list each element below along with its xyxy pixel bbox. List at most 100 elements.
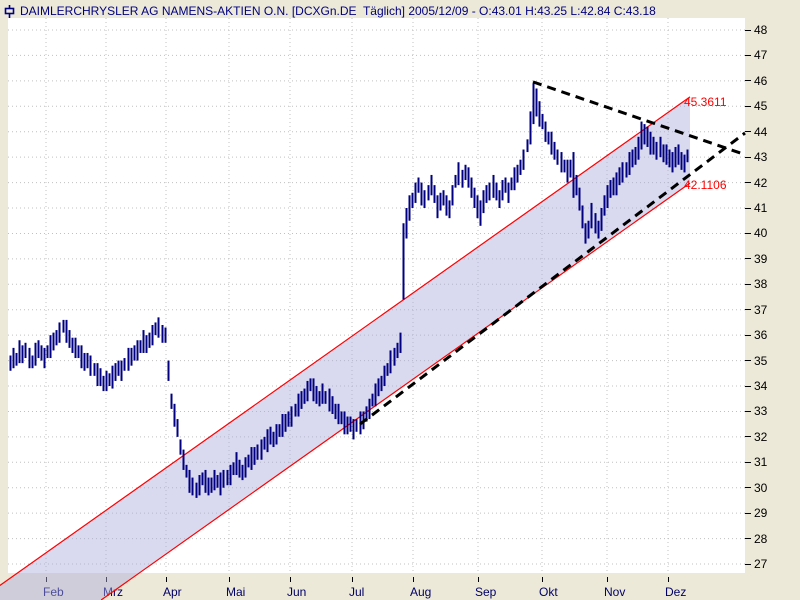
y-tick-mark [745,80,751,82]
y-tick-label: 35 [754,353,768,368]
y-axis-tick: 33 [745,404,800,418]
y-tick-label: 27 [754,557,768,572]
x-axis-tick-apr: Apr [163,577,185,600]
y-axis-tick: 48 [745,23,800,37]
y-tick-mark [745,283,751,285]
y-tick-mark [745,258,751,260]
month-label: Okt [539,585,558,599]
channel-upper-value-label: 45.3611 [684,95,727,109]
y-axis-tick: 31 [745,455,800,469]
x-tick-mark [607,577,608,582]
y-tick-mark [745,54,751,56]
y-tick-mark [745,538,751,540]
y-tick-mark [745,360,751,362]
y-tick-label: 48 [754,23,768,37]
x-tick-mark [106,577,107,582]
x-axis-tick-sep: Sep [475,577,499,600]
title-bar: DAIMLERCHRYSLER AG NAMENS-AKTIEN O.N. [D… [4,3,656,19]
y-tick-mark [745,436,751,438]
y-tick-mark [745,309,751,311]
y-axis-tick: 29 [745,506,800,520]
x-tick-mark [290,577,291,582]
y-axis-tick: 36 [745,328,800,342]
y-tick-mark [745,563,751,565]
channel-lower-value-label: 42.1106 [684,178,727,192]
y-tick-mark [745,105,751,107]
y-tick-label: 47 [754,48,768,63]
descending-resistance-trendline [532,80,746,157]
x-tick-mark [413,577,414,582]
regression-channel-fill [0,96,690,600]
y-tick-mark [745,232,751,234]
month-label: Feb [43,585,64,599]
y-tick-label: 33 [754,404,768,419]
regression-channel-lower-line [100,182,691,600]
x-axis-tick-dez: Dez [665,577,689,600]
y-tick-label: 30 [754,480,768,495]
y-tick-label: 28 [754,531,768,546]
y-axis-tick: 44 [745,125,800,139]
y-axis-tick: 43 [745,150,800,164]
y-tick-label: 45 [754,99,768,114]
y-axis-tick: 28 [745,532,800,546]
month-label: Jun [287,585,307,599]
y-tick-mark [745,334,751,336]
y-tick-mark [745,461,751,463]
y-tick-label: 40 [754,226,768,241]
month-label: Mai [226,585,246,599]
y-tick-mark [745,385,751,387]
y-tick-label: 34 [754,379,768,394]
y-axis-tick: 37 [745,303,800,317]
y-tick-mark [745,410,751,412]
x-axis-tick-mai: Mai [226,577,248,600]
y-axis-tick: 38 [745,277,800,291]
y-tick-mark [745,156,751,158]
x-tick-mark [46,577,47,582]
y-tick-label: 38 [754,277,768,292]
regression-channel-upper-line [0,96,691,587]
month-label: Jul [349,585,365,599]
x-tick-mark [668,577,669,582]
x-axis-tick-okt: Okt [539,577,561,600]
x-axis-tick-feb: Feb [43,577,67,600]
x-axis-tick-aug: Aug [410,577,434,600]
window-title: DAIMLERCHRYSLER AG NAMENS-AKTIEN O.N. [D… [20,4,656,18]
x-tick-mark [352,577,353,582]
y-tick-label: 41 [754,201,768,215]
y-tick-label: 43 [754,150,768,165]
y-axis-tick: 46 [745,74,800,88]
y-tick-mark [745,29,751,31]
ascending-support-trendline [359,131,746,426]
y-axis-tick: 32 [745,430,800,444]
plot-area[interactable] [8,18,745,573]
y-tick-label: 39 [754,251,768,266]
y-tick-label: 32 [754,429,768,444]
y-tick-label: 46 [754,73,768,88]
ohlc-bar-window-icon [4,4,15,18]
y-tick-label: 31 [754,455,768,470]
y-tick-mark [745,207,751,209]
y-axis-tick: 42 [745,176,800,190]
y-axis-tick: 27 [745,557,800,571]
y-axis-tick: 35 [745,354,800,368]
y-tick-mark [745,182,751,184]
y-axis-tick: 30 [745,481,800,495]
x-tick-mark [166,577,167,582]
y-tick-mark [745,131,751,133]
month-label: Apr [163,585,182,599]
y-axis-tick: 47 [745,48,800,62]
x-tick-mark [478,577,479,582]
y-axis-tick: 40 [745,226,800,240]
y-tick-label: 37 [754,302,768,317]
x-axis-tick-jul: Jul [349,577,367,600]
x-axis-tick-jun: Jun [287,577,309,600]
x-tick-mark [229,577,230,582]
x-tick-mark [542,577,543,582]
y-tick-label: 44 [754,124,768,139]
y-axis-tick: 45 [745,99,800,113]
y-axis-tick: 39 [745,252,800,266]
y-tick-label: 36 [754,328,768,343]
month-label: Sep [475,585,497,599]
